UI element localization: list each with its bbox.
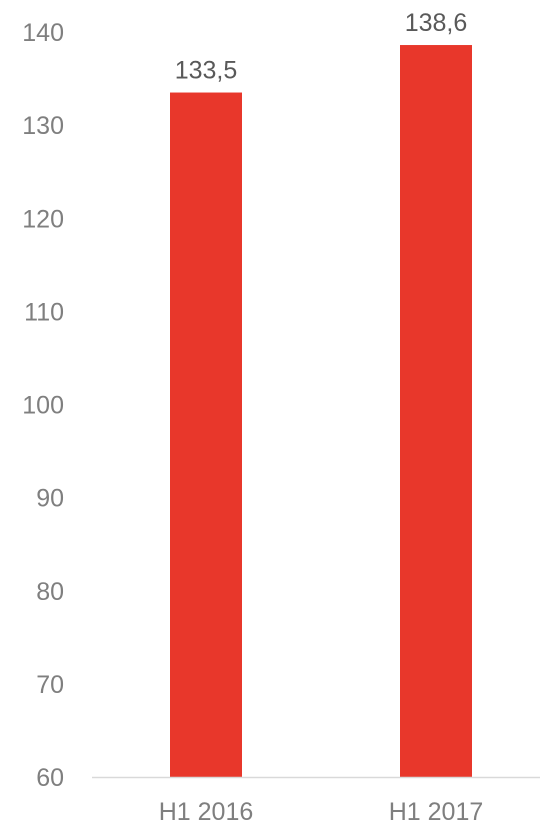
y-tick-label: 110: [24, 298, 64, 326]
data-label-2: 138,6: [405, 9, 468, 37]
x-axis-labels: H1 2016 H1 2017: [159, 798, 484, 826]
bars: [170, 45, 472, 778]
y-tick-label: 70: [36, 671, 64, 699]
y-tick-label: 140: [22, 19, 64, 47]
y-tick-label: 130: [22, 112, 64, 140]
y-axis-ticks: 60 70 80 90 100 110 120 130 140: [22, 19, 64, 792]
y-tick-label: 60: [36, 764, 64, 792]
y-tick-label: 90: [36, 485, 64, 513]
data-label-1: 133,5: [175, 57, 238, 85]
y-tick-label: 100: [22, 392, 64, 420]
bar-2: [400, 45, 472, 778]
y-tick-label: 80: [36, 578, 64, 606]
bar-1: [170, 92, 242, 777]
data-labels: 133,5 138,6: [175, 9, 468, 84]
x-tick-label: H1 2016: [159, 798, 254, 826]
x-tick-label: H1 2017: [389, 798, 484, 826]
y-tick-label: 120: [22, 205, 64, 233]
